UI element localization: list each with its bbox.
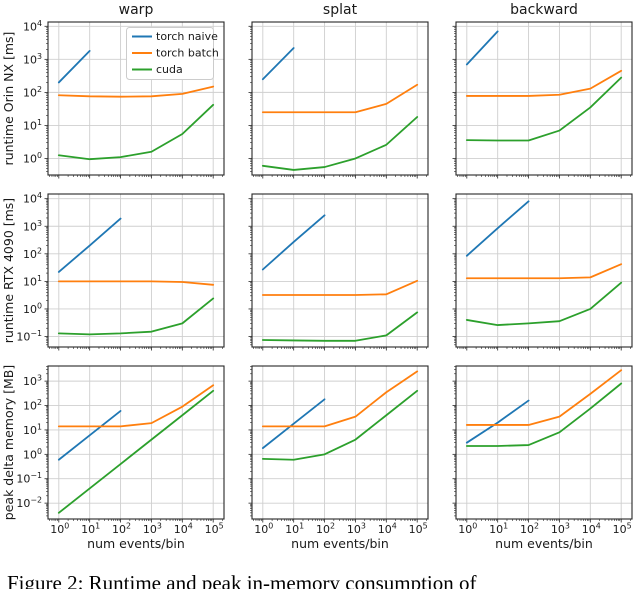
axes-spine [455, 365, 633, 520]
series-line-torch-batch [57, 384, 215, 428]
legend-box [126, 27, 214, 80]
series-line-torch-naive [465, 30, 499, 66]
series-line-torch-naive [465, 399, 530, 444]
x-tick-label: 104 [582, 522, 601, 537]
legend-label-torch-batch: torch batch [156, 47, 219, 60]
y-tick-label: 10−1 [16, 471, 42, 486]
y-tick-label: 101 [23, 422, 42, 437]
y-tick-label: 100 [23, 151, 42, 166]
panel-splat-row2 [248, 193, 429, 351]
legend: torch naive torch batch cuda [126, 27, 219, 80]
series-line-torch-batch [465, 263, 623, 280]
x-tick-label: 101 [489, 522, 508, 537]
x-tick-label: 100 [458, 522, 477, 537]
y-tick-label: 104 [23, 19, 42, 34]
x-axis-label: num events/bin [291, 536, 389, 551]
y-tick-label: 103 [23, 219, 42, 234]
panel-warp-row1: warp 104 103 102 101 100 runtime Orin NX [ms] [1, 2, 225, 179]
x-tick-label: 105 [409, 522, 428, 537]
y-axis-label: runtime RTX 4090 [ms] [1, 198, 16, 343]
panel-backward-row2 [452, 193, 633, 351]
series-line-torch-naive [261, 47, 295, 81]
series-line-cuda [465, 281, 623, 326]
series-line-torch-naive [465, 200, 530, 257]
x-axis-label: num events/bin [495, 536, 593, 551]
caption-text: Figure 2: Runtime and peak in-memory con… [7, 571, 477, 589]
column-title: warp [119, 2, 154, 18]
y-tick-label: 103 [23, 374, 42, 389]
x-tick-label: 105 [205, 522, 224, 537]
y-tick-label: 100 [23, 447, 42, 462]
caption: Figure 2: Runtime and peak in-memory con… [0, 571, 640, 589]
series-line-torch-naive [57, 217, 122, 273]
series-line-torch-naive [57, 410, 122, 461]
y-tick-label: 102 [23, 85, 42, 100]
panel-splat-row3: 100 101 102 103 104 105 num events/bin [248, 365, 429, 551]
series-line-cuda [261, 389, 419, 461]
series-line-torch-batch [57, 280, 215, 286]
axes-spine [455, 193, 633, 348]
series-line-torch-naive [57, 50, 91, 84]
axes-spine [251, 365, 429, 520]
x-tick-label: 101 [285, 522, 304, 537]
series-line-cuda [57, 103, 215, 161]
x-tick-label: 103 [347, 522, 366, 537]
series-line-torch-batch [465, 369, 623, 426]
x-tick-label: 100 [254, 522, 273, 537]
column-title: backward [510, 2, 578, 18]
axes-spine [455, 21, 633, 176]
axes-spine [251, 21, 429, 176]
x-tick-label: 102 [112, 522, 131, 537]
series-line-torch-naive [261, 398, 326, 450]
series-line-torch-batch [261, 83, 419, 114]
x-tick-label: 104 [378, 522, 397, 537]
series-line-cuda [261, 116, 419, 171]
x-tick-label: 100 [50, 522, 69, 537]
x-tick-label: 104 [174, 522, 193, 537]
series-line-torch-batch [261, 370, 419, 428]
y-tick-label: 10−1 [16, 329, 42, 344]
column-title: splat [323, 2, 358, 18]
panel-backward-row3: 100 101 102 103 104 105 num events/bin [452, 365, 633, 551]
series-line-cuda [57, 297, 215, 336]
x-axis-label: num events/bin [87, 536, 185, 551]
legend-label-cuda: cuda [156, 63, 183, 76]
x-tick-label: 101 [81, 522, 100, 537]
series-line-cuda [261, 311, 419, 342]
axes-spine [47, 21, 225, 176]
legend-label-torch-naive: torch naive [156, 30, 218, 43]
panel-backward-row1: backward [452, 2, 633, 179]
x-tick-label: 102 [316, 522, 335, 537]
y-axis-label: runtime Orin NX [ms] [1, 32, 16, 166]
series-line-cuda [57, 389, 215, 514]
panel-splat-row1: splat [248, 2, 429, 179]
y-tick-label: 10−2 [16, 496, 42, 511]
y-tick-label: 101 [23, 118, 42, 133]
series-line-cuda [465, 76, 623, 142]
y-tick-label: 104 [23, 191, 42, 206]
y-tick-label: 101 [23, 274, 42, 289]
axes-spine [47, 365, 225, 520]
axes-spine [251, 193, 429, 348]
series-line-torch-batch [261, 279, 419, 296]
series-line-cuda [465, 382, 623, 447]
series-line-torch-batch [465, 69, 623, 97]
x-tick-label: 103 [143, 522, 162, 537]
y-tick-label: 103 [23, 52, 42, 66]
y-tick-label: 102 [23, 398, 42, 413]
y-tick-label: 102 [23, 246, 42, 261]
x-tick-label: 102 [520, 522, 539, 537]
y-tick-label: 100 [23, 301, 42, 316]
x-tick-label: 105 [613, 522, 632, 537]
axes-spine [47, 193, 225, 348]
x-tick-label: 103 [551, 522, 570, 537]
y-axis-label: peak delta memory [MB] [1, 365, 16, 520]
series-line-torch-naive [261, 214, 326, 271]
series-line-torch-batch [57, 85, 215, 98]
